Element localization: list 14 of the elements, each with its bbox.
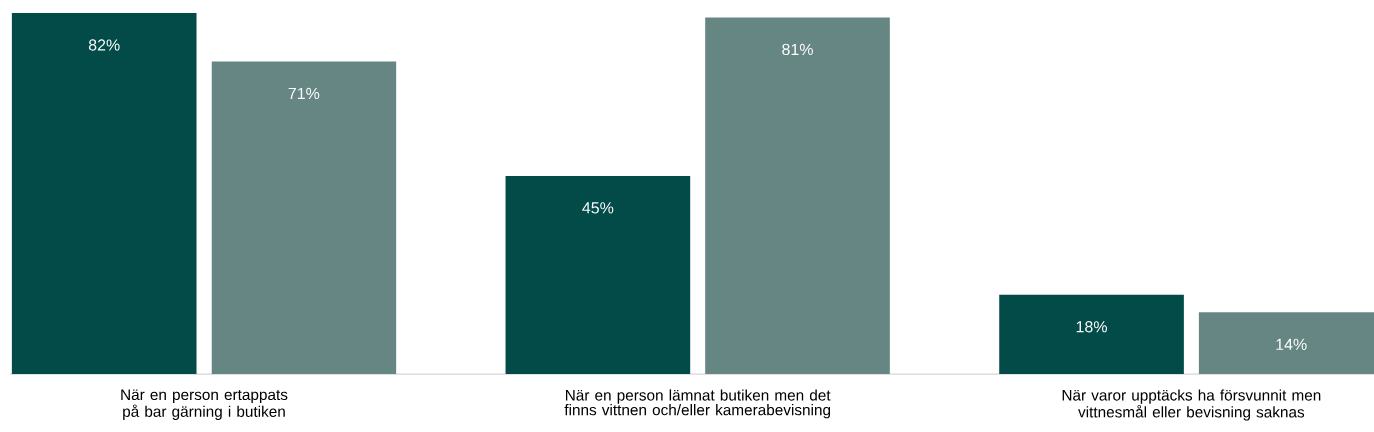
bar — [705, 17, 890, 374]
data-label: 81% — [782, 43, 813, 56]
data-label: 18% — [1076, 321, 1107, 333]
x-tick-label: När en person ertappats på bar gärning i butiken — [121, 389, 288, 420]
data-label: 82% — [88, 39, 120, 51]
data-label: 71% — [288, 87, 320, 100]
x-tick-label: När en person lämnat butiken men det finns vittnen och/eller kamerabevisning — [564, 389, 831, 419]
x-tick-label: När varor upptäcks ha försvunnit men vittnesmål eller bevisning saknas — [1062, 389, 1321, 421]
bar — [211, 61, 397, 374]
bar — [11, 12, 197, 374]
data-label: 45% — [582, 202, 614, 214]
bar — [505, 175, 691, 374]
data-label: 14% — [1276, 338, 1307, 350]
bar — [999, 294, 1184, 374]
